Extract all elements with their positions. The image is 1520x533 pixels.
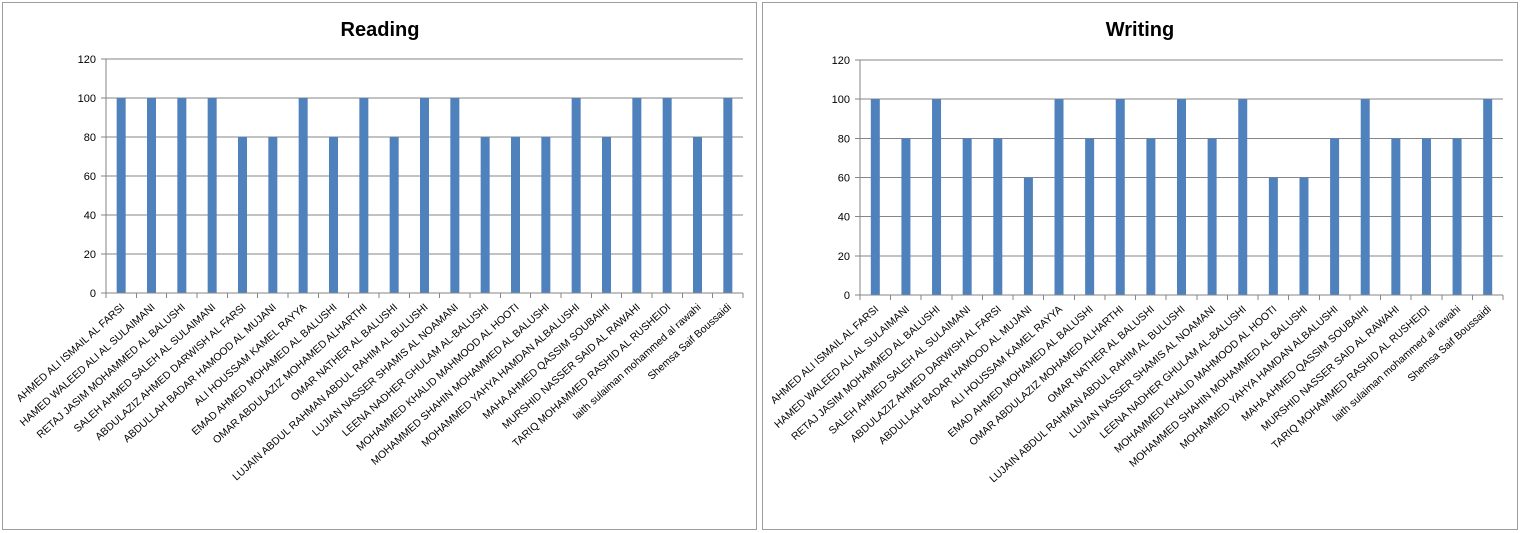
reading-bar [177,98,187,293]
reading-bar [420,98,429,293]
reading-bar [116,98,126,293]
writing-y-tick-label: 60 [838,173,850,185]
reading-bar [602,137,611,293]
writing-bar [1391,138,1401,295]
writing-bar [993,138,1003,295]
writing-bar [1207,138,1217,295]
reading-y-tick-label: 20 [84,249,96,261]
writing-bar [932,99,942,296]
writing-y-tick-label: 20 [838,251,850,263]
reading-y-tick-label: 100 [78,93,96,105]
reading-bar [329,137,338,293]
reading-category-label: AHMED ALI ISMAIL AL FARSI [14,301,127,404]
reading-bar [147,98,156,293]
writing-bar [1146,138,1156,295]
reading-bar [298,98,308,293]
writing-bar [1330,138,1340,295]
reading-bar [359,98,369,293]
reading-bar [450,98,460,293]
writing-bar [901,138,911,295]
reading-y-tick-label: 60 [84,171,96,183]
writing-chart-title: Writing [1106,19,1175,41]
reading-bar [723,98,733,293]
reading-bar [511,137,520,293]
reading-y-tick-label: 80 [84,132,96,144]
reading-bar [207,98,217,293]
writing-bar [1238,99,1248,296]
writing-bar [1115,99,1125,296]
writing-y-tick-label: 0 [844,290,850,302]
reading-bar [389,137,399,293]
reading-bar [268,137,278,293]
writing-y-tick-label: 120 [832,55,850,67]
writing-y-tick-label: 100 [832,94,850,106]
writing-bar [1023,177,1033,295]
reading-bar [541,137,551,293]
writing-bar [1483,99,1493,296]
reading-bar [480,137,490,293]
writing-bar [1054,99,1064,296]
writing-bar [1085,138,1095,295]
writing-bar [1299,177,1309,295]
reading-chart-title: Reading [341,19,420,41]
writing-bar [1177,99,1186,296]
writing-bar [870,99,880,296]
writing-y-tick-label: 40 [838,212,850,224]
writing-bar [1360,99,1370,296]
writing-bar [1421,138,1431,295]
reading-chart-panel: Reading 0 20 40 60 80 100 120 AHMED ALI ISMAIL A… [2,2,757,530]
writing-bar [1268,177,1278,295]
writing-chart-panel: Writing 0 20 40 60 80 100 120 AHMED ALI ISMAIL A… [762,2,1518,530]
writing-bar [1452,138,1462,295]
reading-bar [662,98,672,293]
reading-bar [238,137,247,293]
writing-y-tick-label: 80 [838,133,850,145]
reading-y-tick-label: 40 [84,210,96,222]
reading-bar [693,137,702,293]
reading-y-tick-label: 0 [90,288,96,300]
reading-bar [632,98,642,293]
reading-chart: Reading 0 20 40 60 80 100 120 AHMED ALI ISMAIL A… [14,19,744,483]
reading-bar [571,98,581,293]
reading-y-tick-label: 120 [78,54,96,66]
writing-bar [962,138,972,295]
